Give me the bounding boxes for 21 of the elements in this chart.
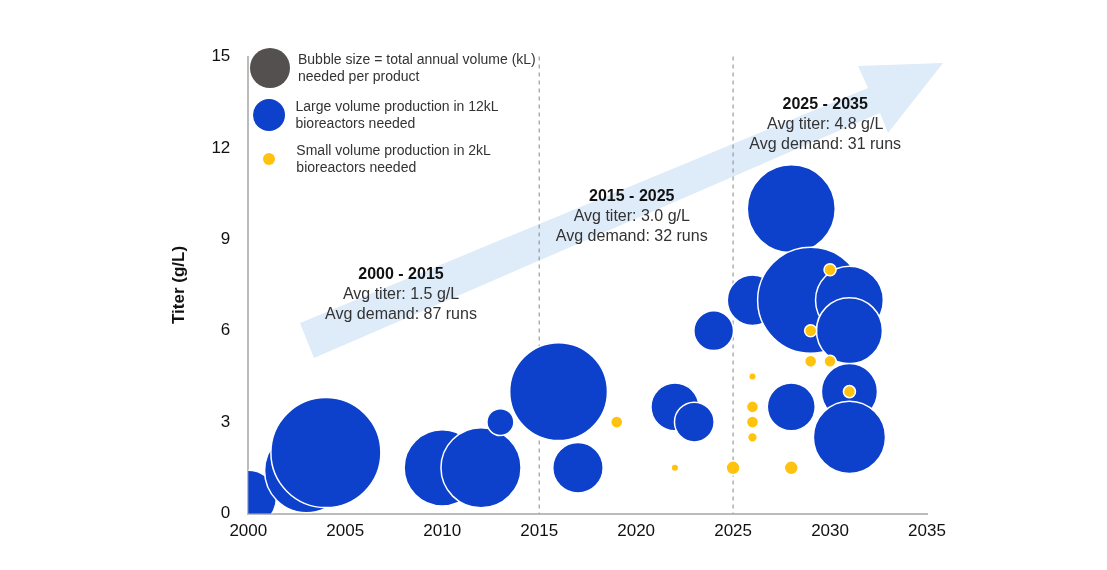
legend-label: Small volume production in 2kL bioreactors needed xyxy=(296,142,492,176)
annotation: 2015 - 2025 Avg titer: 3.0 g/L Avg demand: 32 runs xyxy=(555,186,708,244)
x-tick-label: 2005 xyxy=(326,521,365,541)
legend-label: Large volume production in 12kL bioreactors needed xyxy=(295,98,500,132)
y-tick-label: 6 xyxy=(220,320,231,340)
y-tick-label: 0 xyxy=(220,503,231,523)
annotation: 2000 - 2015 Avg titer: 1.5 g/L Avg demand: 87 runs xyxy=(325,264,477,322)
y-tick-label: 12 xyxy=(211,137,231,157)
y-axis-title: Titer (g/L) xyxy=(168,245,188,325)
legend-title: Bubble size = total annual volume (kL) needed per product xyxy=(298,51,537,85)
y-tick-label: 9 xyxy=(220,228,231,248)
x-tick-label: 2010 xyxy=(423,521,462,541)
y-tick-label: 3 xyxy=(220,411,231,431)
x-tick-label: 2015 xyxy=(520,521,559,541)
x-tick-label: 2025 xyxy=(714,521,752,541)
y-tick-label: 15 xyxy=(211,46,231,66)
x-tick-label: 2030 xyxy=(811,521,849,541)
x-tick-label: 2020 xyxy=(617,521,656,541)
x-tick-label: 2000 xyxy=(229,521,268,541)
annotation: 2025 - 2035 Avg titer: 4.8 g/L Avg demand: 31 runs xyxy=(749,95,902,153)
x-tick-label: 2035 xyxy=(908,521,946,541)
